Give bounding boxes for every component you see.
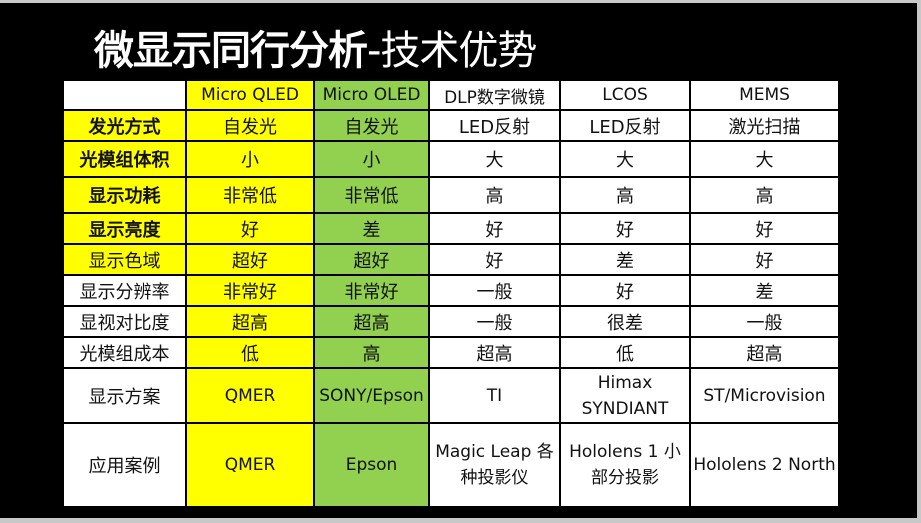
table-cell: 好	[428, 243, 561, 276]
table-cell: 大	[559, 140, 691, 178]
table-cell: SONY/Epson	[313, 367, 430, 424]
table-cell: Hololens 2 North	[689, 422, 840, 508]
row-label-brightness: 显示亮度	[62, 212, 187, 245]
table-row: 显示色域 超好 超好 好 差 好	[62, 243, 840, 276]
table-cell: 好	[559, 212, 691, 245]
table-row: 显示功耗 非常低 非常低 高 高 高	[62, 176, 840, 214]
table-cell: 非常好	[313, 274, 430, 307]
table-row: 发光方式 自发光 自发光 LED反射 LED反射 激光扫描	[62, 109, 840, 142]
row-label-gamut: 显示色域	[62, 243, 187, 276]
table-cell: 好	[689, 243, 840, 276]
table-cell: QMER	[185, 367, 315, 424]
table-cell: 非常低	[185, 176, 315, 214]
row-label-resolution: 显示分辨率	[62, 274, 187, 307]
slide-title: 微显示同行分析-技术优势	[94, 25, 537, 77]
table-cell: QMER	[185, 422, 315, 508]
header-micro-qled: Micro QLED	[185, 79, 315, 111]
table-cell: 非常好	[185, 274, 315, 307]
table-cell: 大	[689, 140, 840, 178]
table-cell: 高	[428, 176, 561, 214]
table-cell: 高	[689, 176, 840, 214]
table-cell: Himax SYNDIANT	[559, 367, 691, 424]
header-mems: MEMS	[689, 79, 840, 111]
row-label-contrast: 显视对比度	[62, 305, 187, 338]
table-cell: Epson	[313, 422, 430, 508]
table-cell: 好	[559, 274, 691, 307]
table-cell: 差	[689, 274, 840, 307]
table-cell: LED反射	[428, 109, 561, 142]
table-cell: 超高	[313, 305, 430, 338]
table-cell: ST/Microvision	[689, 367, 840, 424]
table-cell: TI	[428, 367, 561, 424]
table-cell: Magic Leap 各种投影仪	[428, 422, 561, 508]
table-cell: 自发光	[313, 109, 430, 142]
table-cell: 差	[559, 243, 691, 276]
table-cell: 超好	[185, 243, 315, 276]
table-cell: 超高	[428, 336, 561, 369]
table-row: 显示方案 QMER SONY/Epson TI Himax SYNDIANT S…	[62, 367, 840, 424]
table-cell: 差	[313, 212, 430, 245]
table-cell: Hololens 1 小部分投影	[559, 422, 691, 508]
title-main: 微显示同行分析	[94, 28, 368, 74]
table-cell: 高	[313, 336, 430, 369]
table-cell: 自发光	[185, 109, 315, 142]
table-cell: 超高	[689, 336, 840, 369]
table-cell: 大	[428, 140, 561, 178]
header-dlp: DLP数字微镜	[428, 79, 561, 111]
header-corner	[62, 79, 187, 111]
title-suffix: -技术优势	[367, 28, 537, 74]
table-cell: 高	[559, 176, 691, 214]
table-cell: 激光扫描	[689, 109, 840, 142]
table-row: 光模组成本 低 高 超高 低 超高	[62, 336, 840, 369]
table-cell: 好	[689, 212, 840, 245]
table-cell: 低	[559, 336, 691, 369]
table-row: 显示亮度 好 差 好 好 好	[62, 212, 840, 245]
row-label-emission: 发光方式	[62, 109, 187, 142]
table-row: 应用案例 QMER Epson Magic Leap 各种投影仪 Hololen…	[62, 422, 840, 508]
row-label-cost: 光模组成本	[62, 336, 187, 369]
table-cell: 小	[185, 140, 315, 178]
table-cell: 一般	[428, 305, 561, 338]
table-cell: 一般	[689, 305, 840, 338]
table-row: 显示分辨率 非常好 非常好 一般 好 差	[62, 274, 840, 307]
row-label-solution: 显示方案	[62, 367, 187, 424]
table-cell: LED反射	[559, 109, 691, 142]
header-row: Micro QLED Micro OLED DLP数字微镜 LCOS MEMS	[62, 79, 840, 111]
row-label-power: 显示功耗	[62, 176, 187, 214]
table-cell: 好	[428, 212, 561, 245]
table-row: 显视对比度 超高 超高 一般 很差 一般	[62, 305, 840, 338]
table-cell: 超好	[313, 243, 430, 276]
table-cell: 低	[185, 336, 315, 369]
table-cell: 超高	[185, 305, 315, 338]
table-cell: 一般	[428, 274, 561, 307]
header-micro-oled: Micro OLED	[313, 79, 430, 111]
table-cell: 很差	[559, 305, 691, 338]
table-cell: 非常低	[313, 176, 430, 214]
row-label-module-size: 光模组体积	[62, 140, 187, 178]
header-lcos: LCOS	[559, 79, 691, 111]
row-label-use-cases: 应用案例	[62, 422, 187, 508]
table-cell: 小	[313, 140, 430, 178]
slide: 微显示同行分析-技术优势 Micro QLED Micro OLED DLP数字…	[0, 3, 917, 518]
table-cell: 好	[185, 212, 315, 245]
table-row: 光模组体积 小 小 大 大 大	[62, 140, 840, 178]
comparison-table: Micro QLED Micro OLED DLP数字微镜 LCOS MEMS …	[62, 79, 840, 508]
